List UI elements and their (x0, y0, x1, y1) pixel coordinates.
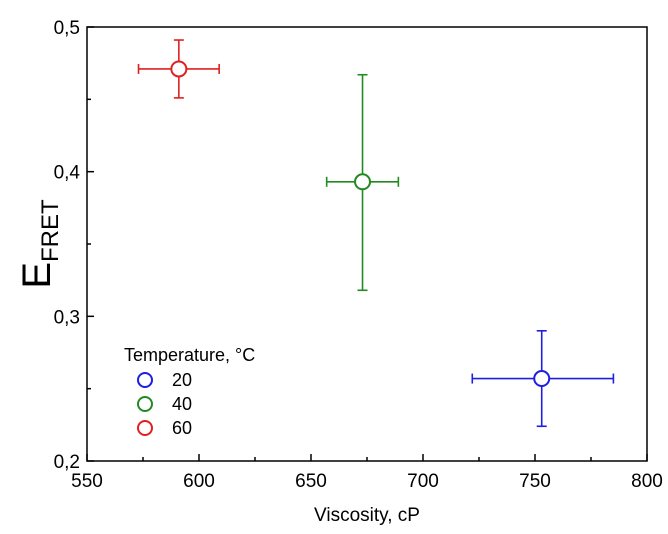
y-axis-label-main: E (15, 262, 59, 289)
legend-marker (137, 420, 153, 436)
plot-area-frame (86, 26, 648, 462)
x-tick-label: 700 (407, 471, 439, 492)
x-tick-label: 550 (71, 471, 103, 492)
legend-marker (137, 396, 153, 412)
data-point-series-20 (471, 329, 615, 428)
x-axis-ticks: 550 600 650 700 750 800 (71, 454, 663, 492)
legend-label: 60 (172, 418, 192, 438)
x-axis-label: Viscosity, cP (314, 505, 420, 526)
data-point-series-60 (137, 39, 220, 99)
legend-label: 40 (172, 394, 192, 414)
legend-marker (137, 372, 153, 388)
data-point-marker (533, 370, 551, 388)
y-tick-label: 0,4 (54, 163, 81, 184)
x-tick-label: 600 (183, 471, 215, 492)
y-axis-ticks: 0,2 0,3 0,4 0,5 (54, 18, 94, 473)
legend: Temperature, °C 20 40 60 (124, 345, 255, 438)
legend-label: 20 (172, 370, 192, 390)
y-axis-label: EFRET (15, 199, 64, 289)
legend-item-20: 20 (137, 370, 192, 390)
y-axis-label-subscript: FRET (37, 199, 64, 262)
legend-title: Temperature, °C (124, 345, 255, 365)
data-point-series-40 (325, 73, 400, 292)
x-tick-label: 650 (295, 471, 327, 492)
data-point-marker (170, 60, 188, 78)
data-points (137, 39, 615, 428)
legend-items: 20 40 60 (137, 370, 192, 438)
y-tick-label: 0,3 (54, 307, 80, 328)
y-tick-label: 0,2 (54, 452, 80, 473)
data-point-marker (354, 173, 372, 191)
legend-item-40: 40 (137, 394, 192, 414)
x-tick-label: 750 (519, 471, 551, 492)
y-tick-label: 0,5 (54, 18, 80, 39)
x-tick-label: 800 (631, 471, 663, 492)
legend-item-60: 60 (137, 418, 192, 438)
